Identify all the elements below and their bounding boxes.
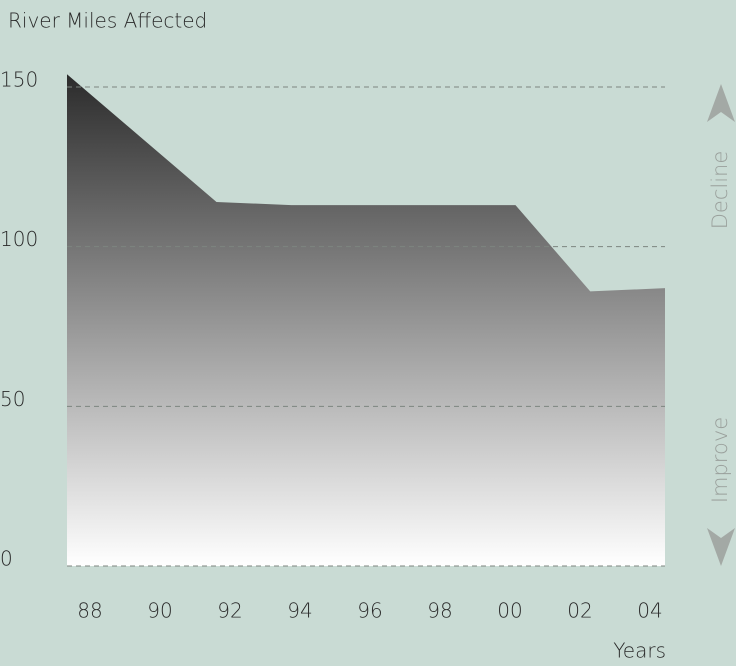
x-tick-label: 88 [77, 599, 102, 623]
arrow-up [707, 84, 735, 122]
y-tick-label: 50 [0, 387, 25, 411]
annotation-improve: Improve [708, 417, 732, 503]
x-tick-label: 90 [147, 599, 172, 623]
y-tick-label: 100 [0, 227, 38, 251]
x-tick-label: 94 [287, 599, 312, 623]
area [67, 74, 665, 566]
y-tick-label: 0 [0, 547, 13, 571]
annotation-decline: Decline [708, 151, 732, 230]
x-tick-label: 02 [567, 599, 592, 623]
arrow-down [707, 528, 735, 566]
x-axis-label: Years [613, 639, 666, 663]
y-tick-label: 150 [0, 68, 38, 92]
x-tick-label: 04 [637, 599, 662, 623]
x-tick-label: 00 [497, 599, 522, 623]
chart-title: River Miles Affected [8, 9, 207, 33]
x-tick-label: 98 [427, 599, 452, 623]
x-tick-label: 92 [217, 599, 242, 623]
x-tick-label: 96 [357, 599, 382, 623]
